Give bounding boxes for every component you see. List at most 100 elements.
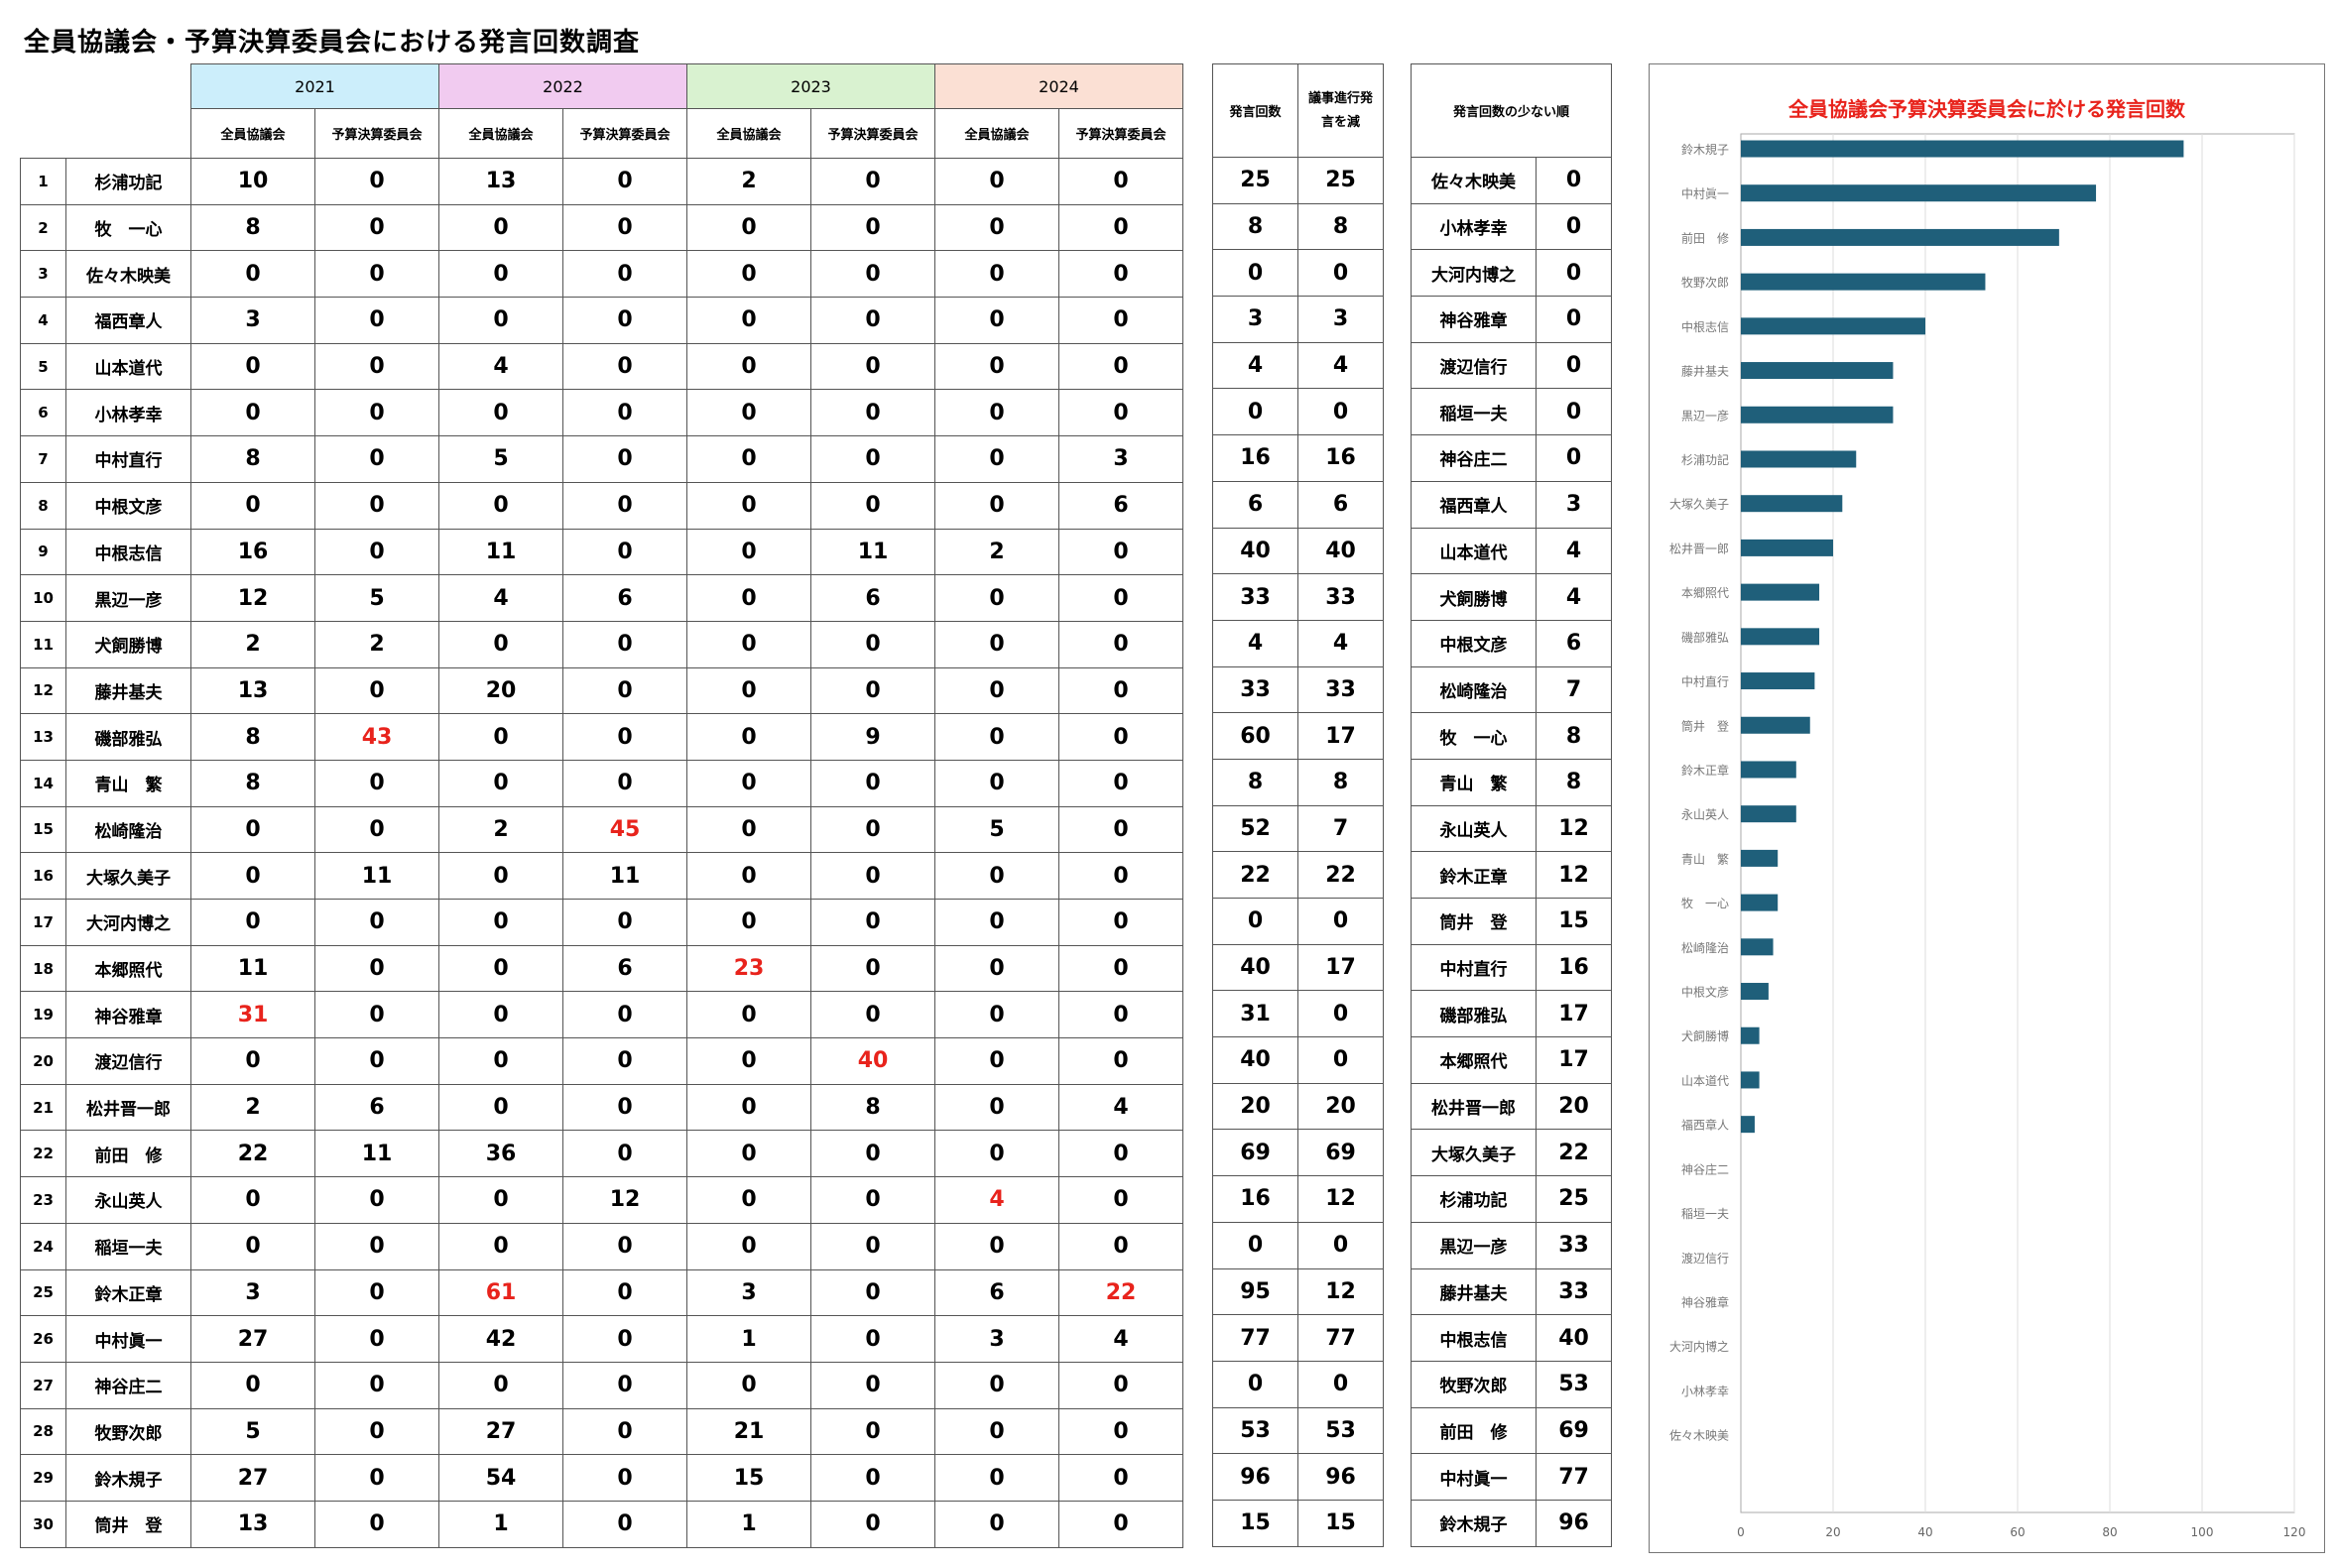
ranking-value: 96 (1535, 1499, 1613, 1547)
excl-count-cell: 96 (1297, 1453, 1384, 1501)
y-category-label: 黒辺一彦 (1681, 408, 1729, 422)
count-cell: 0 (438, 297, 563, 344)
table-row: 8 中根文彦 0 0 0 0 0 0 0 6 (20, 481, 1183, 530)
totals-row: 16 16 (1212, 434, 1384, 482)
total-count-cell: 15 (1212, 1499, 1298, 1547)
total-count-cell: 69 (1212, 1129, 1298, 1177)
count-cell: 0 (562, 1500, 687, 1548)
ranking-name: 筒井 登 (1411, 898, 1537, 945)
ranking-name: 神谷庄二 (1411, 434, 1537, 482)
member-name: 中根志信 (65, 528, 191, 576)
ranking-name: 佐々木映美 (1411, 157, 1537, 204)
count-cell: 0 (314, 1315, 439, 1363)
y-category-label: 中根文彦 (1681, 985, 1729, 1000)
count-cell: 0 (1058, 759, 1183, 807)
ranking-row: 鈴木規子 96 (1411, 1499, 1613, 1547)
count-cell: 0 (686, 991, 811, 1039)
total-count-cell: 0 (1212, 1360, 1298, 1408)
year-header-2024: 2024 (934, 63, 1183, 109)
bar (1741, 983, 1769, 1001)
y-category-label: 福西章人 (1681, 1118, 1729, 1133)
excl-count-cell: 25 (1297, 157, 1384, 204)
count-cell: 0 (934, 342, 1059, 391)
count-cell: 0 (562, 1361, 687, 1409)
bar (1741, 672, 1815, 690)
count-cell: 0 (686, 620, 811, 668)
count-cell: 0 (810, 435, 935, 483)
count-cell: 0 (438, 389, 563, 437)
ranking-row: 渡辺信行 0 (1411, 341, 1613, 390)
count-cell: 0 (934, 435, 1059, 483)
count-cell: 0 (1058, 1500, 1183, 1548)
bar (1741, 805, 1796, 823)
ranking-value: 77 (1535, 1453, 1613, 1501)
row-number: 22 (20, 1130, 66, 1178)
row-number: 26 (20, 1315, 66, 1363)
count-cell: 0 (934, 899, 1059, 946)
ranking-value: 0 (1535, 157, 1613, 204)
count-cell: 0 (810, 759, 935, 807)
excl-count-cell: 22 (1297, 851, 1384, 899)
year-header-2021: 2021 (190, 63, 439, 109)
total-count-cell: 33 (1212, 573, 1298, 621)
count-cell: 0 (562, 899, 687, 946)
count-cell: 0 (686, 759, 811, 807)
ranking-name: 前田 修 (1411, 1406, 1537, 1455)
count-cell: 6 (934, 1268, 1059, 1317)
count-cell: 0 (934, 666, 1059, 715)
x-tick-label: 40 (1917, 1525, 1932, 1539)
y-category-label: 牧 一心 (1681, 897, 1729, 910)
y-category-label: 大塚久美子 (1669, 498, 1729, 512)
row-number: 3 (20, 250, 66, 299)
total-count-header: 発言回数 (1212, 63, 1298, 158)
bar (1741, 362, 1894, 380)
total-count-cell: 0 (1212, 388, 1298, 436)
table-row: 29 鈴木規子 27 0 54 0 15 0 0 0 (20, 1454, 1183, 1502)
row-number: 23 (20, 1176, 66, 1224)
bar (1741, 495, 1843, 513)
table-row: 20 渡辺信行 0 0 0 0 0 40 0 0 (20, 1037, 1183, 1085)
total-count-cell: 16 (1212, 1175, 1298, 1223)
ranking-name: 牧野次郎 (1411, 1360, 1537, 1408)
y-category-label: 磯部雅弘 (1681, 630, 1729, 645)
count-cell: 0 (314, 1222, 439, 1270)
count-cell: 0 (314, 481, 439, 530)
row-number: 4 (20, 297, 66, 344)
total-count-cell: 6 (1212, 480, 1298, 529)
ranking-value: 3 (1535, 480, 1613, 529)
excl-count-cell: 33 (1297, 573, 1384, 621)
table-row: 18 本郷照代 11 0 0 6 23 0 0 0 (20, 944, 1183, 993)
count-cell: 0 (810, 1222, 935, 1270)
count-cell: 0 (1058, 528, 1183, 576)
count-cell: 0 (810, 805, 935, 854)
count-cell: 0 (1058, 620, 1183, 668)
count-cell: 0 (1058, 1361, 1183, 1409)
row-number: 5 (20, 342, 66, 391)
table-row: 25 鈴木正章 3 0 61 0 3 0 6 22 (20, 1268, 1183, 1317)
count-cell: 2 (934, 528, 1059, 576)
table-row: 11 犬飼勝博 2 2 0 0 0 0 0 0 (20, 620, 1183, 668)
y-category-label: 神谷庄二 (1681, 1161, 1729, 1176)
count-cell: 0 (562, 1130, 687, 1178)
count-cell: 0 (934, 1083, 1059, 1132)
count-cell: 0 (686, 852, 811, 900)
corner-blank (20, 63, 191, 159)
count-cell: 8 (810, 1083, 935, 1132)
row-number: 13 (20, 713, 66, 761)
total-count-cell: 96 (1212, 1453, 1298, 1501)
count-cell: 0 (314, 944, 439, 993)
ranking-row: 鈴木正章 12 (1411, 851, 1613, 899)
row-number: 8 (20, 481, 66, 530)
ranking-row: 稲垣一夫 0 (1411, 388, 1613, 436)
totals-row: 96 96 (1212, 1453, 1384, 1501)
ranking-name: 本郷照代 (1411, 1036, 1537, 1084)
count-cell: 15 (686, 1454, 811, 1502)
excl-count-cell: 3 (1297, 296, 1384, 343)
count-cell: 0 (190, 852, 315, 900)
count-cell: 0 (562, 1083, 687, 1132)
ranking-value: 7 (1535, 665, 1613, 714)
count-cell: 16 (190, 528, 315, 576)
total-count-cell: 40 (1212, 527, 1298, 575)
